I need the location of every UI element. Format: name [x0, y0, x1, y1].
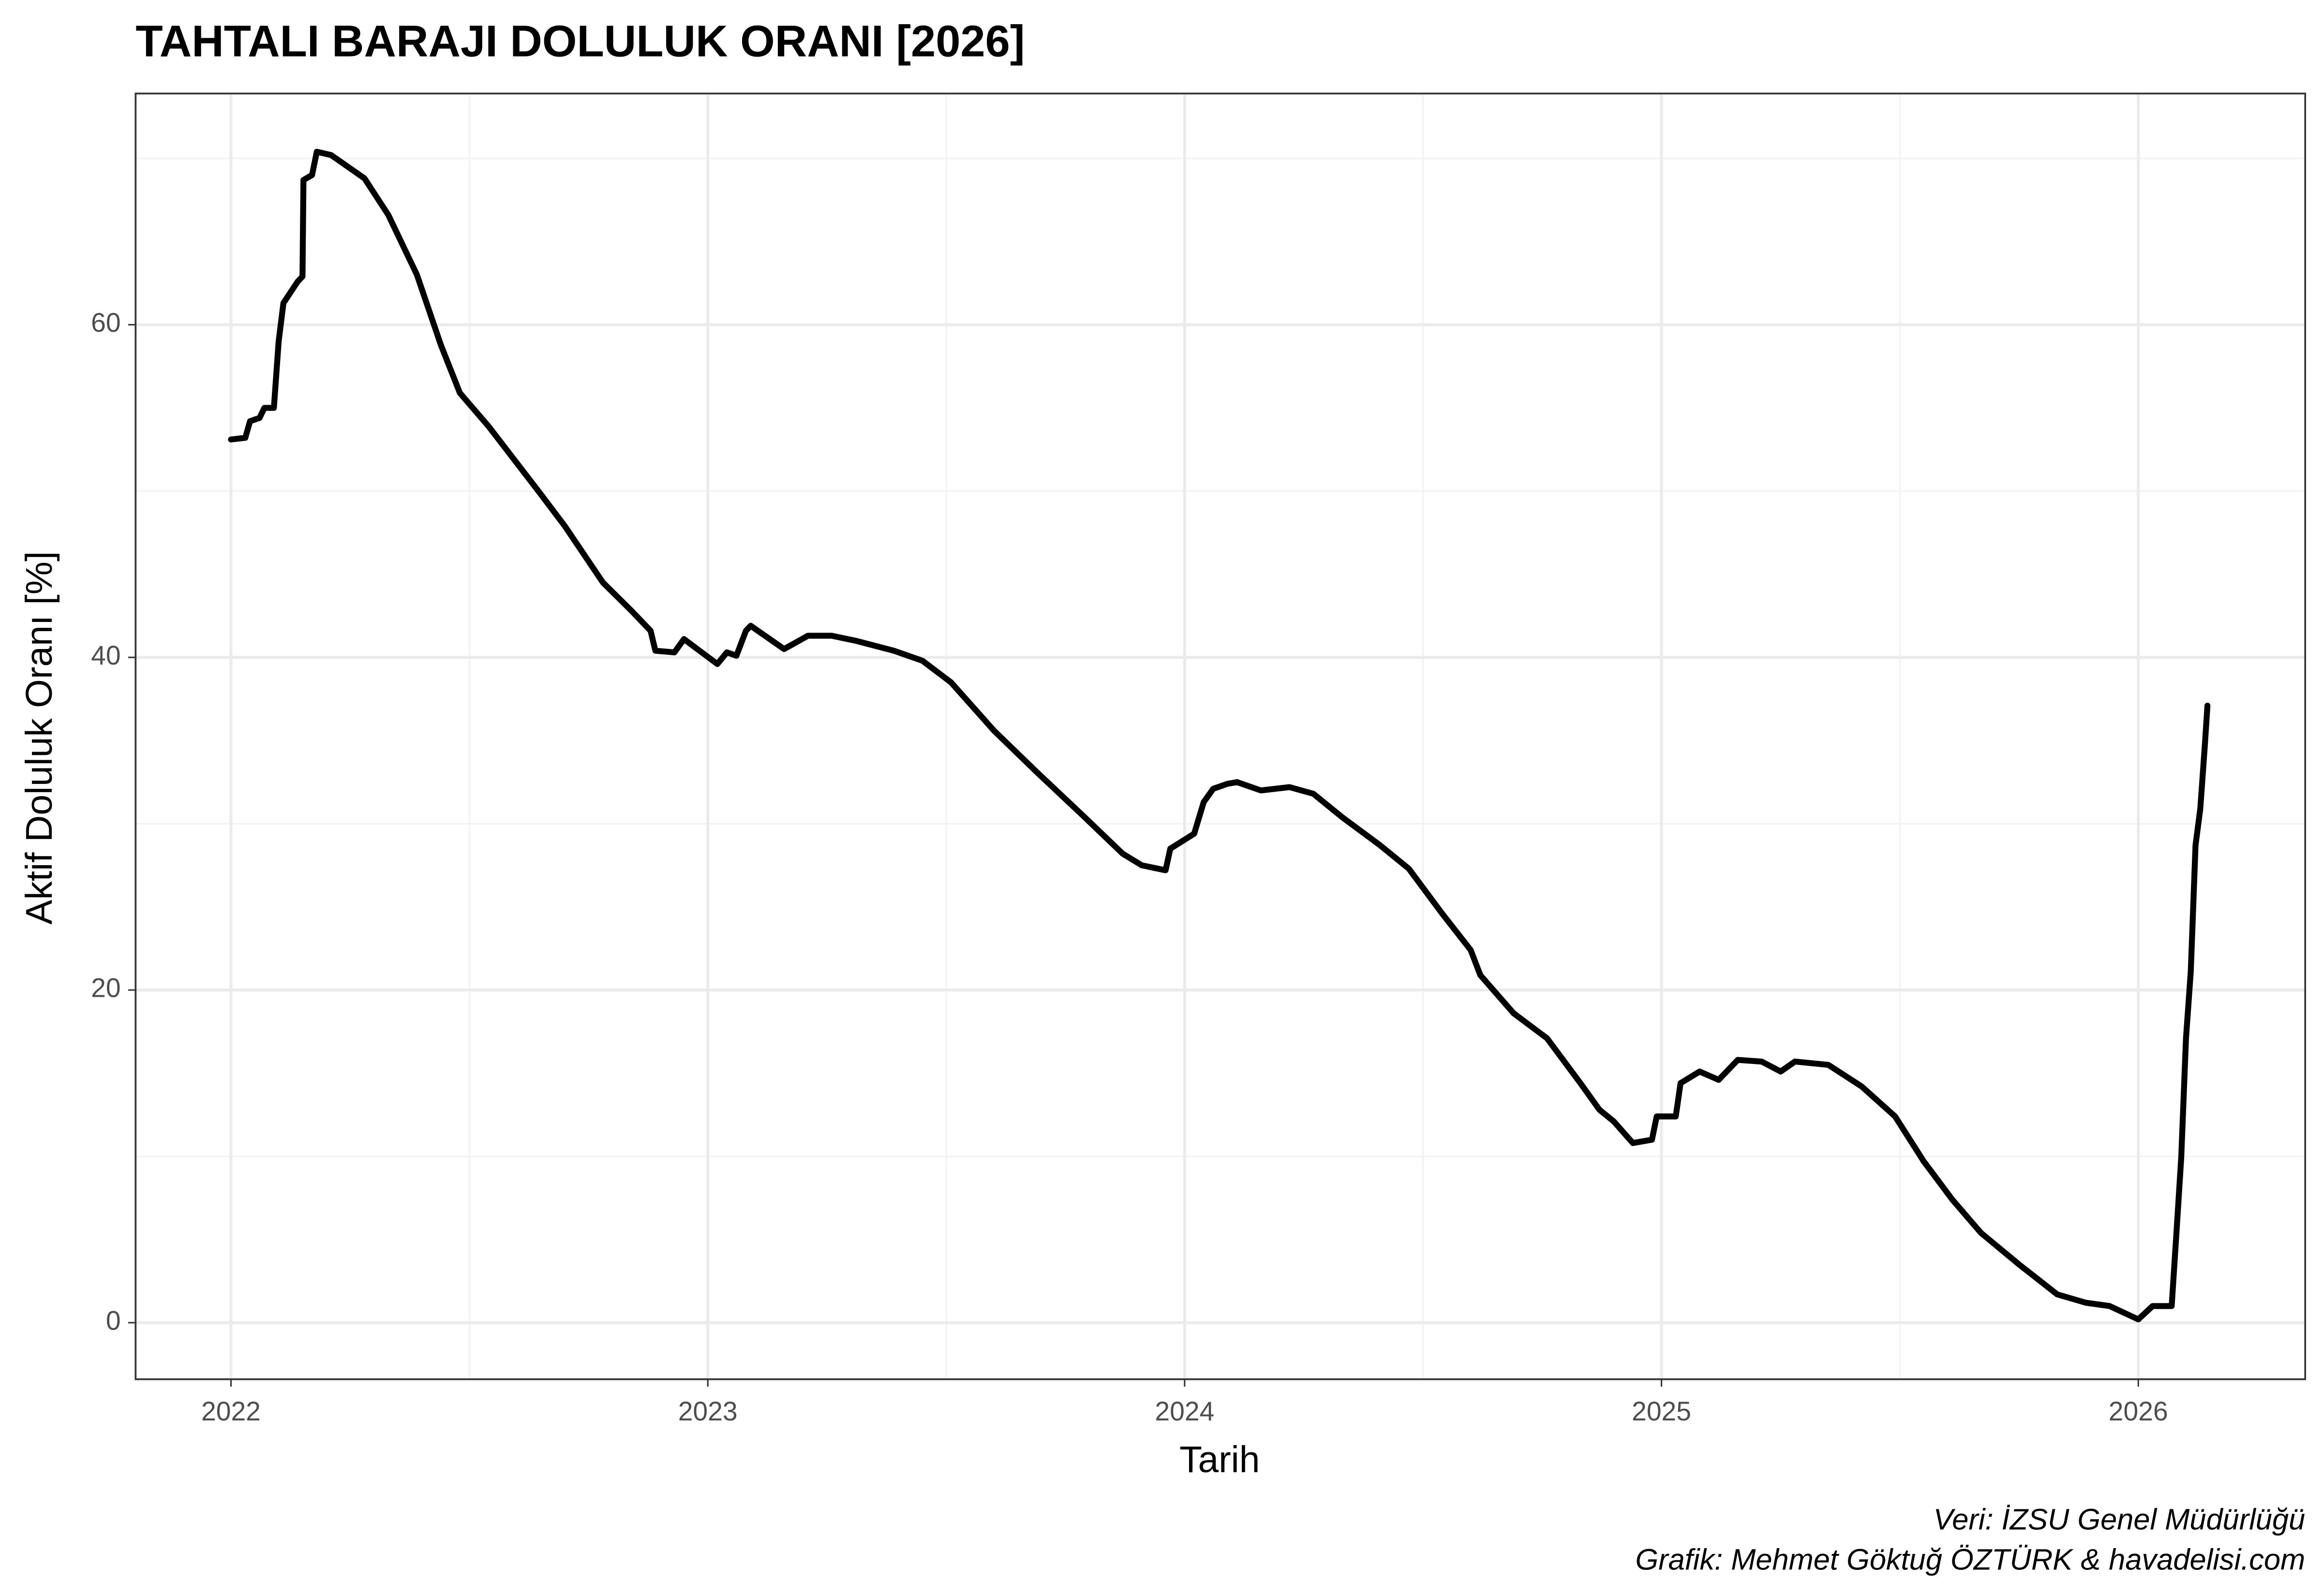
y-tick-label: 20 — [91, 973, 120, 1003]
plot-border — [134, 92, 2307, 1380]
x-axis-label: Tarih — [1179, 1439, 1260, 1480]
x-tick-label: 2025 — [1632, 1396, 1691, 1426]
caption: Veri: İZSU Genel Müdürlüğü — [1934, 1503, 2306, 1537]
x-tick-label: 2022 — [201, 1396, 261, 1426]
data-line — [228, 148, 2211, 1323]
y-axis-label: Aktif Doluluk Oranı [%] — [19, 551, 60, 925]
y-tick-label: 0 — [106, 1305, 121, 1335]
x-tick-label: 2023 — [678, 1396, 738, 1426]
x-tick-label: 2026 — [2109, 1396, 2168, 1426]
x-tick-label: 2024 — [1155, 1396, 1214, 1426]
chart-title: TAHTALI BARAJI DOLULUK ORANI [2026] — [135, 16, 1025, 66]
y-tick-label: 60 — [91, 308, 120, 338]
caption: Grafik: Mehmet Göktuğ ÖZTÜRK & havadelis… — [1635, 1543, 2305, 1577]
y-tick-label: 40 — [91, 640, 120, 670]
